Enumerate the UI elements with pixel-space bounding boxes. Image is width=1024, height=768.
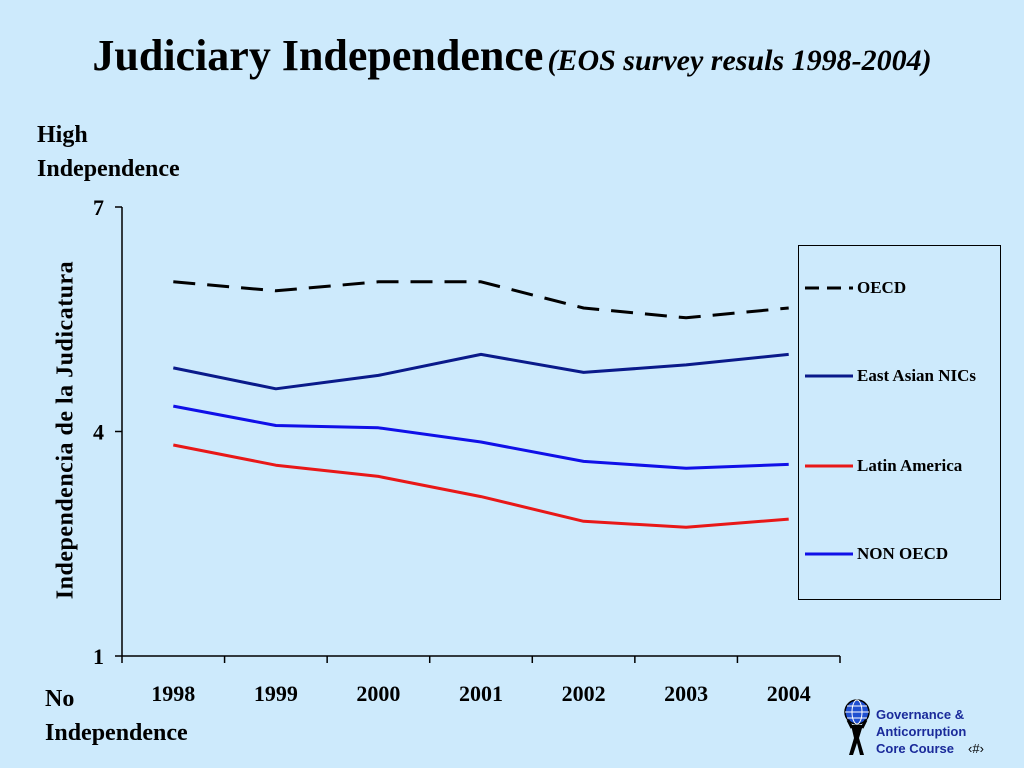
series-line-non-oecd (173, 404, 789, 470)
title-sub: (EOS survey resuls 1998-2004) (547, 44, 932, 77)
page-number: ‹#› (968, 741, 984, 756)
x-tick-label: 2003 (664, 681, 708, 706)
no-independence-label: No Independence (45, 682, 188, 750)
chart-legend: OECD East Asian NICs Latin America NON OECD (798, 245, 1001, 600)
legend-item: NON OECD (805, 544, 948, 564)
legend-label: OECD (857, 278, 907, 297)
legend-swatch (805, 286, 853, 290)
high-label-line1: High (37, 122, 88, 148)
legend-label: Latin America (857, 456, 963, 475)
legend-swatch (805, 374, 853, 378)
high-independence-label: High Independence (37, 118, 180, 186)
y-tick-label: 4 (93, 420, 104, 445)
course-logo: Governance & Anticorruption Core Course ‹… (842, 698, 1018, 760)
legend-item: OECD (805, 278, 906, 298)
series-line-east-asian-nics (173, 352, 789, 391)
globe-figure-icon (844, 699, 870, 755)
chart-title: Judiciary Independence (EOS survey resul… (0, 30, 1024, 81)
series-line-latin-america (173, 443, 789, 529)
high-label-line2: Independence (37, 156, 180, 182)
x-tick-label: 2001 (459, 681, 503, 706)
title-main: Judiciary Independence (92, 31, 544, 80)
x-tick-label: 2004 (767, 681, 811, 706)
legend-label: East Asian NICs (857, 366, 977, 385)
low-label-line1: No (45, 686, 75, 712)
legend-label: NON OECD (857, 544, 949, 563)
legend-swatch (805, 464, 853, 468)
y-tick-label: 1 (93, 644, 104, 669)
x-tick-label: 2002 (562, 681, 606, 706)
x-tick-label: 1999 (254, 681, 298, 706)
logo-text: Governance & Anticorruption Core Course ‹… (876, 706, 984, 757)
x-tick-label: 1998 (151, 681, 195, 706)
legend-item: East Asian NICs (805, 366, 976, 386)
x-tick-label: 2000 (356, 681, 400, 706)
y-tick-label: 7 (93, 195, 104, 220)
low-label-line2: Independence (45, 720, 188, 746)
legend-item: Latin America (805, 456, 962, 476)
series-line-oecd (173, 280, 789, 320)
logo-line2: Anticorruption (876, 724, 967, 739)
legend-swatch (805, 552, 853, 556)
logo-line3: Core Course (876, 741, 955, 756)
logo-line1: Governance & (876, 707, 965, 722)
